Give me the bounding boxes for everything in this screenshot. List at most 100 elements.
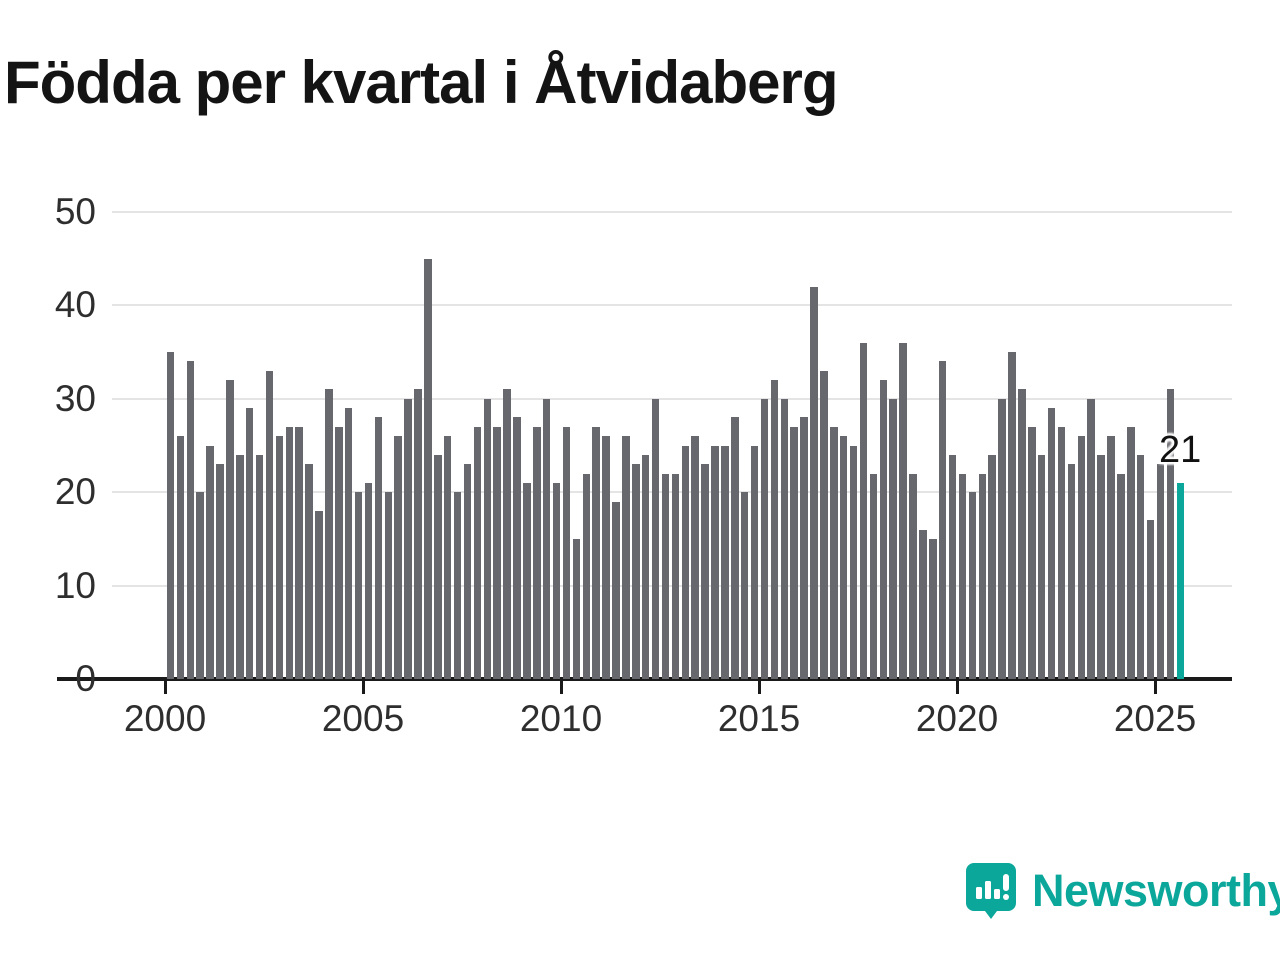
bar-quarter-95 [1107, 436, 1115, 679]
bar-quarter-6 [226, 380, 234, 679]
x-axis-tick-2025 [1153, 681, 1157, 694]
bar-quarter-44 [602, 436, 610, 679]
gridline-40 [112, 304, 1232, 307]
bar-quarter-4 [206, 445, 214, 679]
bar-quarter-53 [691, 436, 699, 679]
bar-quarter-59 [750, 445, 759, 679]
bar-quarter-11 [275, 436, 284, 679]
bar-quarter-100 [1156, 464, 1165, 679]
bar-quarter-42 [582, 473, 591, 679]
bar-quarter-1 [176, 436, 185, 679]
bar-quarter-25 [414, 389, 422, 679]
bar-quarter-15 [315, 510, 323, 679]
bar-quarter-65 [810, 286, 818, 679]
bar-quarter-88 [1037, 454, 1046, 679]
bar-quarter-52 [681, 445, 690, 679]
bar-quarter-35 [513, 417, 521, 679]
bar-quarter-55 [711, 445, 719, 679]
bar-quarter-66 [820, 370, 828, 679]
bar-quarter-93 [1087, 398, 1095, 679]
bar-quarter-7 [236, 454, 244, 679]
bar-quarter-0 [166, 352, 175, 679]
bar-quarter-60 [760, 398, 769, 679]
bar-quarter-102 [1176, 482, 1185, 679]
newsworthy-logo: Newsworthy [965, 862, 1280, 920]
bar-quarter-8 [245, 408, 254, 679]
bar-quarter-40 [562, 426, 571, 679]
bar-quarter-3 [196, 492, 204, 679]
bar-quarter-73 [889, 398, 897, 679]
bar-quarter-86 [1018, 389, 1026, 679]
bar-quarter-21 [374, 417, 383, 679]
bar-quarter-12 [285, 426, 294, 679]
bar-quarter-70 [859, 342, 868, 679]
bar-quarter-75 [909, 473, 917, 679]
x-axis-label-2015: 2015 [717, 698, 801, 739]
y-axis-label-20: 20 [54, 471, 96, 513]
bar-quarter-61 [770, 380, 779, 679]
bar-quarter-81 [968, 492, 977, 679]
bar-quarter-83 [988, 454, 996, 679]
bar-quarter-31 [473, 426, 482, 679]
x-axis-tick-2010 [559, 681, 563, 694]
bar-quarter-50 [661, 473, 670, 679]
bar-quarter-45 [612, 501, 620, 679]
bar-quarter-90 [1057, 426, 1066, 679]
bar-quarter-34 [503, 389, 511, 679]
chart-title: Födda per kvartal i Åtvidaberg [4, 49, 839, 116]
bar-quarter-58 [740, 492, 749, 679]
bar-quarter-87 [1028, 426, 1036, 679]
x-axis-tick-2000 [163, 681, 167, 694]
bar-quarter-56 [721, 445, 729, 679]
bar-quarter-41 [572, 538, 581, 679]
x-axis-line [57, 677, 1232, 681]
bar-quarter-74 [899, 342, 907, 679]
bar-quarter-2 [186, 361, 195, 679]
newsworthy-logo-icon [966, 863, 1016, 919]
bar-quarter-71 [869, 473, 878, 679]
bar-quarter-19 [354, 492, 363, 679]
bar-quarter-62 [780, 398, 789, 679]
bar-quarter-49 [651, 398, 660, 679]
bar-quarter-67 [830, 426, 838, 679]
bar-quarter-16 [325, 389, 333, 679]
bar-quarter-48 [641, 454, 650, 679]
bar-quarter-85 [1008, 352, 1016, 679]
logo-bar-1 [976, 887, 982, 899]
newsworthy-logo-text: Newsworthy [1032, 865, 1280, 916]
bar-quarter-91 [1067, 464, 1076, 679]
bar-quarter-78 [938, 361, 947, 679]
bar-quarter-79 [948, 454, 957, 679]
bar-quarter-82 [978, 473, 987, 679]
bar-quarter-96 [1117, 473, 1125, 679]
y-axis-label-30: 30 [54, 377, 96, 419]
bar-quarter-29 [453, 492, 462, 679]
bar-quarter-97 [1127, 426, 1135, 679]
bar-quarter-36 [523, 482, 531, 679]
bar-quarter-33 [493, 426, 501, 679]
bar-quarter-14 [305, 464, 313, 679]
x-axis-label-2025: 2025 [1113, 698, 1197, 739]
bar-quarter-13 [295, 426, 303, 679]
bar-quarter-54 [701, 464, 709, 679]
x-axis-tick-2005 [361, 681, 365, 694]
bar-quarter-43 [592, 426, 600, 679]
bar-quarter-28 [443, 436, 452, 679]
gridline-30 [112, 397, 1232, 400]
bar-quarter-57 [731, 417, 739, 679]
bar-quarter-77 [929, 538, 937, 679]
y-axis-label-50: 50 [54, 191, 96, 232]
bar-quarter-63 [790, 426, 798, 679]
x-axis-label-2020: 2020 [915, 698, 999, 739]
bar-quarter-46 [622, 436, 630, 679]
bar-quarter-72 [879, 380, 888, 679]
bar-quarter-98 [1136, 454, 1145, 679]
y-axis-label-0: 0 [75, 658, 96, 699]
bar-quarter-38 [542, 398, 551, 679]
bar-quarter-76 [919, 529, 927, 679]
bar-quarter-23 [394, 436, 402, 679]
bar-quarter-51 [671, 473, 680, 679]
bar-quarter-9 [255, 454, 264, 679]
